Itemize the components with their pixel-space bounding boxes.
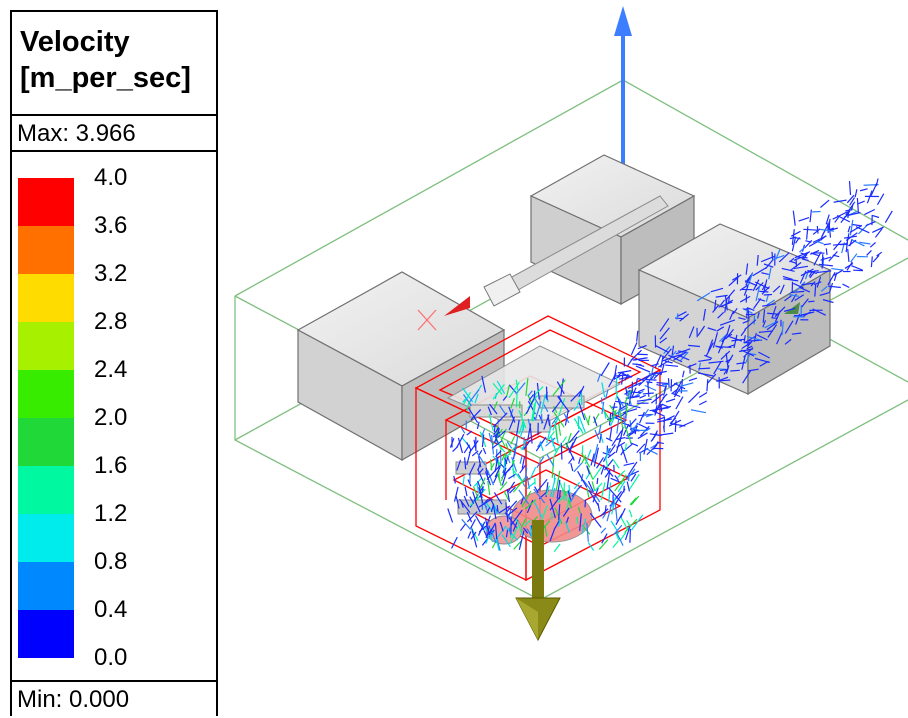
legend-tick-label: 2.0 bbox=[94, 405, 127, 431]
color-swatch bbox=[18, 514, 74, 562]
legend-tick-label: 4.0 bbox=[94, 165, 127, 191]
legend-tick-label: 1.6 bbox=[94, 453, 127, 479]
color-swatch bbox=[18, 178, 74, 226]
color-swatch bbox=[18, 466, 74, 514]
legend-tick-label: 2.4 bbox=[94, 357, 127, 383]
legend-tick-label: 3.2 bbox=[94, 261, 127, 287]
legend-title-units: [m_per_sec] bbox=[20, 60, 216, 96]
block-left bbox=[298, 272, 504, 460]
legend-tick-label: 3.6 bbox=[94, 213, 127, 239]
legend-color-scale: 4.0 3.6 3.2 2.8 2.4 2.0 1.6 1.2 0.8 0.4 0.0 bbox=[12, 152, 216, 678]
velocity-legend: Velocity [m_per_sec] Max: 3.966 4.0 3.6 3.… bbox=[10, 10, 218, 716]
color-swatch bbox=[18, 562, 74, 610]
legend-max-value: Max: 3.966 bbox=[12, 116, 216, 152]
legend-min-value: Min: 0.000 bbox=[12, 680, 216, 716]
color-swatch bbox=[18, 418, 74, 466]
legend-tick-label: 0.0 bbox=[94, 645, 127, 671]
color-swatch bbox=[18, 274, 74, 322]
legend-tick-label: 0.4 bbox=[94, 597, 127, 623]
legend-tick-label: 0.8 bbox=[94, 549, 127, 575]
color-swatch bbox=[18, 226, 74, 274]
legend-title-quantity: Velocity bbox=[20, 24, 216, 60]
legend-tick-label: 2.8 bbox=[94, 309, 127, 335]
color-scale-bar bbox=[18, 178, 74, 658]
color-swatch bbox=[18, 610, 74, 658]
color-swatch bbox=[18, 322, 74, 370]
legend-tick-label: 1.2 bbox=[94, 501, 127, 527]
legend-title: Velocity [m_per_sec] bbox=[12, 12, 216, 116]
color-swatch bbox=[18, 370, 74, 418]
3d-viewport[interactable] bbox=[220, 0, 908, 716]
